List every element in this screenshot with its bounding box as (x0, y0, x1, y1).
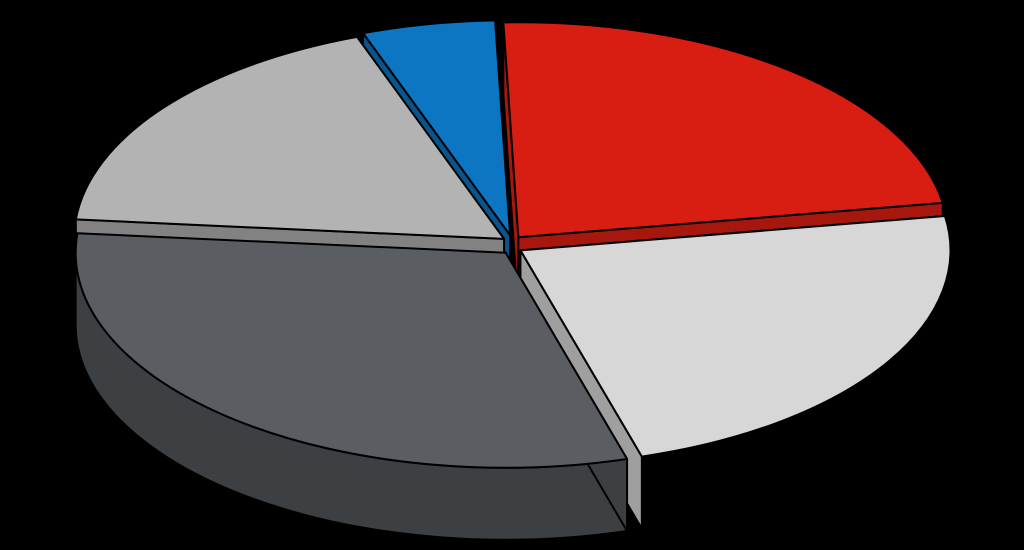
pie-chart (0, 0, 1024, 550)
pie-slice-0-top (503, 22, 942, 237)
